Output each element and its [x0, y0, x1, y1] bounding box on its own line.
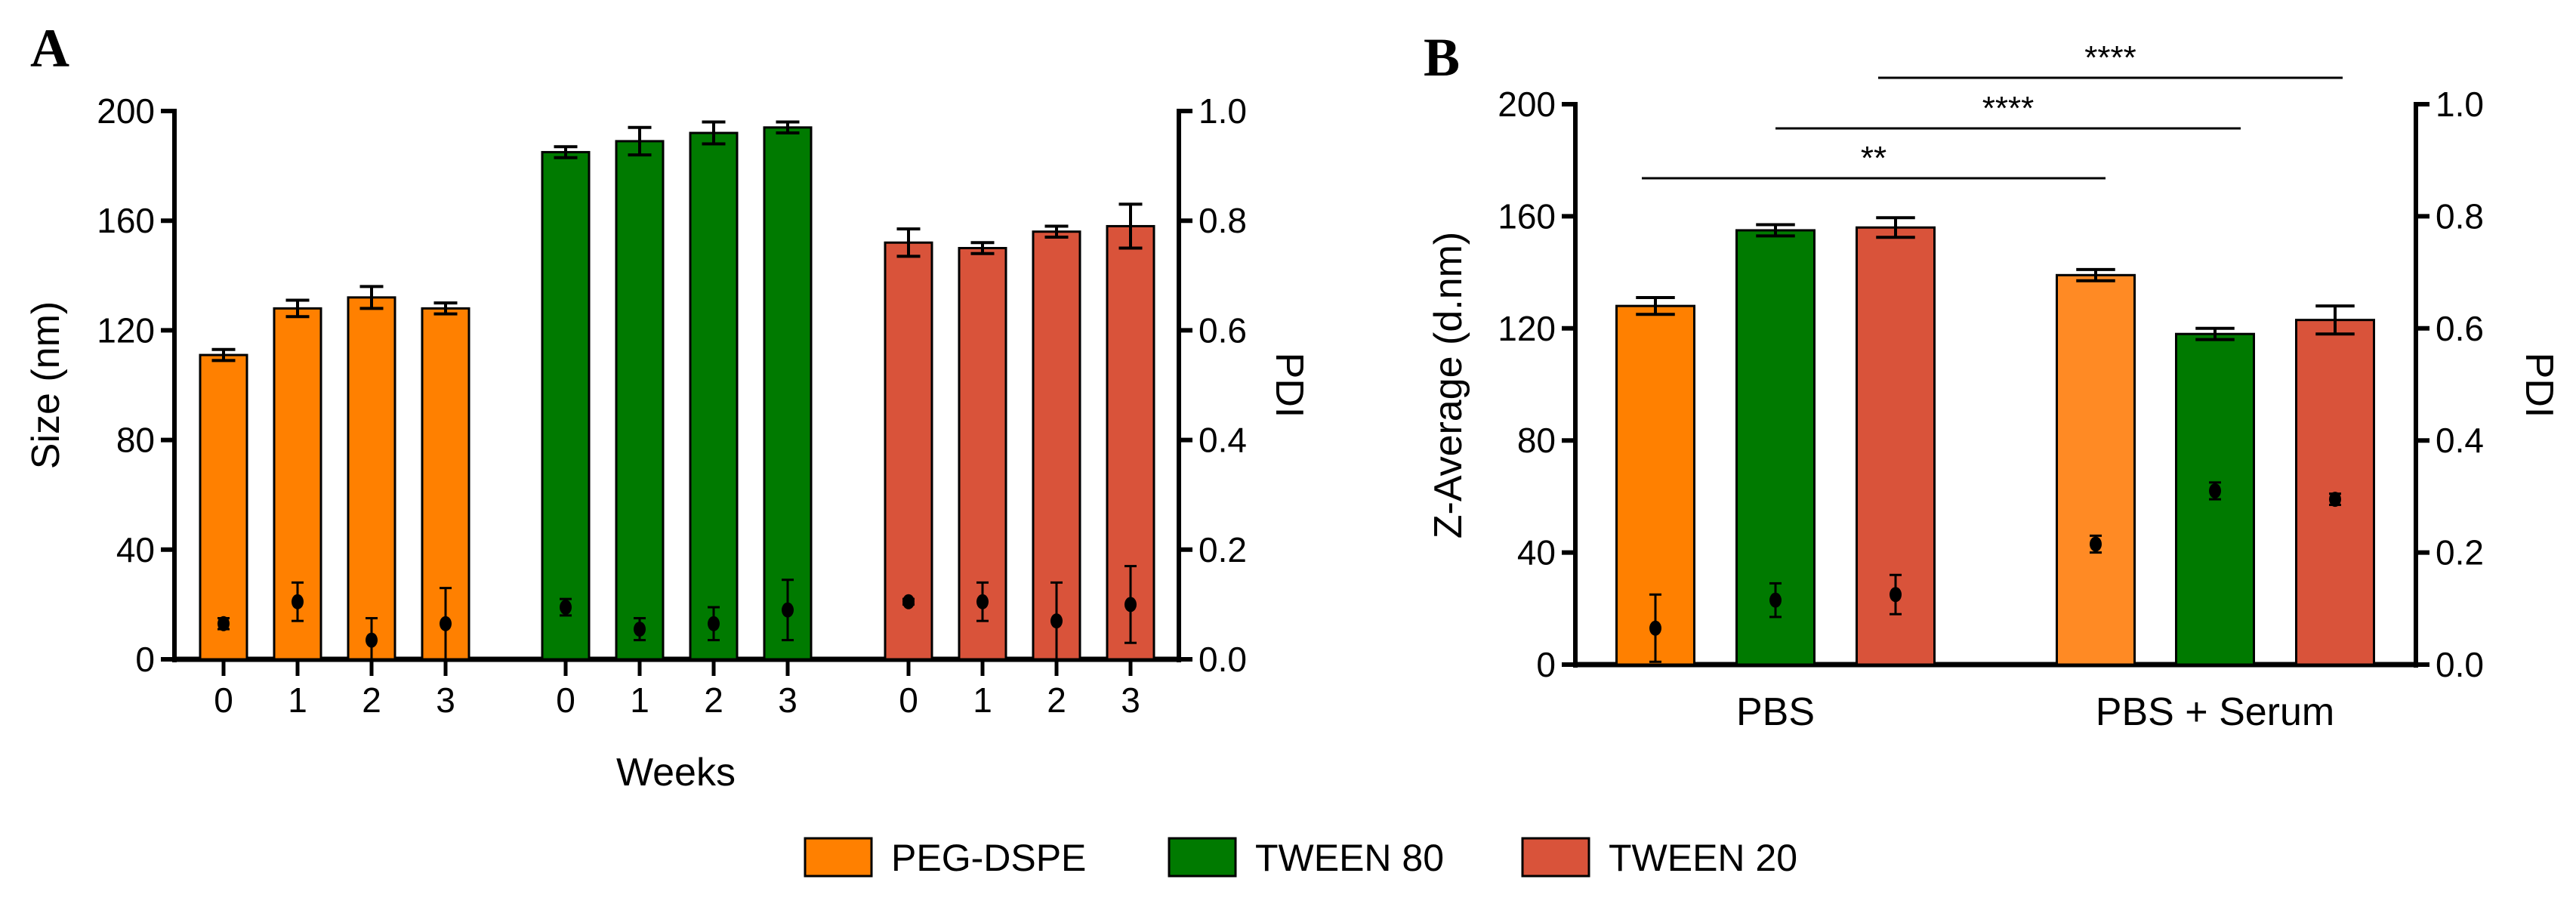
panel-a-peg-dspe-pdi-point [217, 616, 230, 631]
panel-a-y2tick-label: 0.4 [1199, 421, 1247, 460]
panel-a-tween-80-bar [541, 150, 591, 661]
legend-swatch-tween-80 [1168, 837, 1237, 878]
panel-b-y2tick-label: 1.0 [2436, 85, 2484, 124]
panel-b-ytick-label: 200 [1498, 85, 1556, 124]
panel-b-ytick-label: 40 [1517, 533, 1556, 572]
panel-a-xtick-label: 2 [362, 680, 381, 720]
panel-b-peg-dspe-pdi-point [1649, 620, 1661, 636]
panel-a-ytick-label: 0 [135, 640, 155, 679]
panel-a-peg-dspe-pdi-point [440, 616, 452, 631]
panel-a-xtick-label: 1 [973, 680, 992, 720]
panel-b-category-pbs: PBS [1736, 690, 1815, 734]
panel-a-tween-20-pdi-point [976, 594, 989, 609]
legend-swatch-tween-20 [1521, 837, 1590, 878]
panel-a-xtick-label: 0 [214, 680, 233, 720]
panel-b-peg-dspe-bar [2056, 273, 2136, 666]
panel-a-peg-dspe-bar [199, 353, 248, 661]
panel-b-ytick-label: 120 [1498, 309, 1556, 348]
panel-b-y2tick-label: 0.0 [2436, 645, 2484, 684]
panel-a-tween-80-pdi-point [634, 622, 646, 637]
panel-a-tween-80-bar [615, 140, 665, 661]
panel-a-tween-80-pdi-point [708, 616, 720, 631]
panel-a-xtick-label: 1 [630, 680, 649, 720]
panel-a-y2label: PDI [1267, 353, 1311, 418]
panel-a-ylabel: Size (nm) [24, 301, 68, 469]
legend: PEG-DSPE TWEEN 80 TWEEN 20 [804, 837, 1797, 879]
panel-b-ytick-label: 0 [1536, 645, 1556, 684]
panel-a-xtick-label: 3 [778, 680, 797, 720]
panel-b-y2tick-label: 0.8 [2436, 196, 2484, 236]
panel-a-peg-dspe-bar [347, 296, 396, 661]
panel-a-y2tick-label: 0.0 [1199, 640, 1247, 679]
panel-b-category-pbs-serum: PBS + Serum [2096, 690, 2334, 734]
panel-b-label: B [1424, 27, 1460, 88]
panel-b-chart: B Z-Average (d.nm) PDI PBS PBS + Serum 0… [1424, 27, 2561, 734]
panel-a-label: A [30, 18, 69, 79]
panel-a-tween-80-pdi-point [782, 602, 794, 618]
panel-a-tween-20-pdi-point [1124, 597, 1137, 612]
significance-label: ** [1861, 140, 1886, 177]
panel-a-ytick-label: 40 [116, 530, 155, 569]
panel-b-tween-20-pdi-point [2329, 492, 2341, 508]
panel-a-peg-dspe-pdi-point [292, 594, 304, 609]
panel-a-y2tick-label: 1.0 [1199, 91, 1247, 131]
panel-a-tween-20-pdi-point [902, 594, 915, 609]
panel-a-ytick-label: 80 [116, 421, 155, 460]
panel-a-xtick-label: 3 [1121, 680, 1140, 720]
panel-b-y2tick-label: 0.4 [2436, 421, 2484, 460]
legend-label-tween-80: TWEEN 80 [1255, 837, 1444, 879]
panel-a-tween-80-bar [689, 131, 739, 661]
panel-a-ytick-label: 160 [97, 201, 155, 240]
panel-a-xtick-label: 2 [1047, 680, 1066, 720]
panel-b-ytick-label: 160 [1498, 196, 1556, 236]
panel-a-xtick-label: 3 [436, 680, 455, 720]
panel-a-tween-20-pdi-point [1050, 613, 1063, 629]
panel-b-tween-20-pdi-point [1890, 587, 1902, 603]
panel-a-xtick-label: 1 [288, 680, 307, 720]
panel-a-tween-20-bar [884, 241, 933, 661]
panel-a-y2tick-label: 0.2 [1199, 530, 1247, 569]
significance-label: **** [1982, 90, 2035, 127]
panel-a-xtick-label: 2 [704, 680, 723, 720]
panel-b-peg-dspe-pdi-point [2090, 536, 2102, 552]
legend-label-tween-20: TWEEN 20 [1609, 837, 1797, 879]
panel-a-xtick-label: 0 [556, 680, 575, 720]
panel-a-tween-80-pdi-point [560, 600, 572, 616]
panel-b-y2tick-label: 0.6 [2436, 309, 2484, 348]
legend-swatch-peg-dspe [804, 837, 873, 878]
panel-b-y2tick-label: 0.2 [2436, 533, 2484, 572]
panel-a-y2tick-label: 0.8 [1199, 201, 1247, 240]
significance-label: **** [2084, 39, 2136, 76]
panel-b-tween-80-pdi-point [2209, 483, 2221, 498]
panel-a-peg-dspe-pdi-point [366, 632, 378, 648]
panel-a-xtick-label: 0 [899, 680, 918, 720]
panel-b-tween-80-pdi-point [1769, 592, 1782, 608]
panel-b-ytick-label: 80 [1517, 421, 1556, 460]
panel-a-y2tick-label: 0.6 [1199, 310, 1247, 350]
legend-label-peg-dspe: PEG-DSPE [891, 837, 1086, 879]
panel-b-y2label: PDI [2517, 353, 2561, 418]
panel-a-chart: A Size (nm) PDI Weeks 040801201602000.00… [24, 18, 1311, 794]
panel-a-xlabel: Weeks [616, 751, 736, 794]
panel-b-ylabel: Z-Average (d.nm) [1427, 232, 1470, 539]
panel-a-ytick-label: 120 [97, 310, 155, 350]
panel-a-ytick-label: 200 [97, 91, 155, 131]
